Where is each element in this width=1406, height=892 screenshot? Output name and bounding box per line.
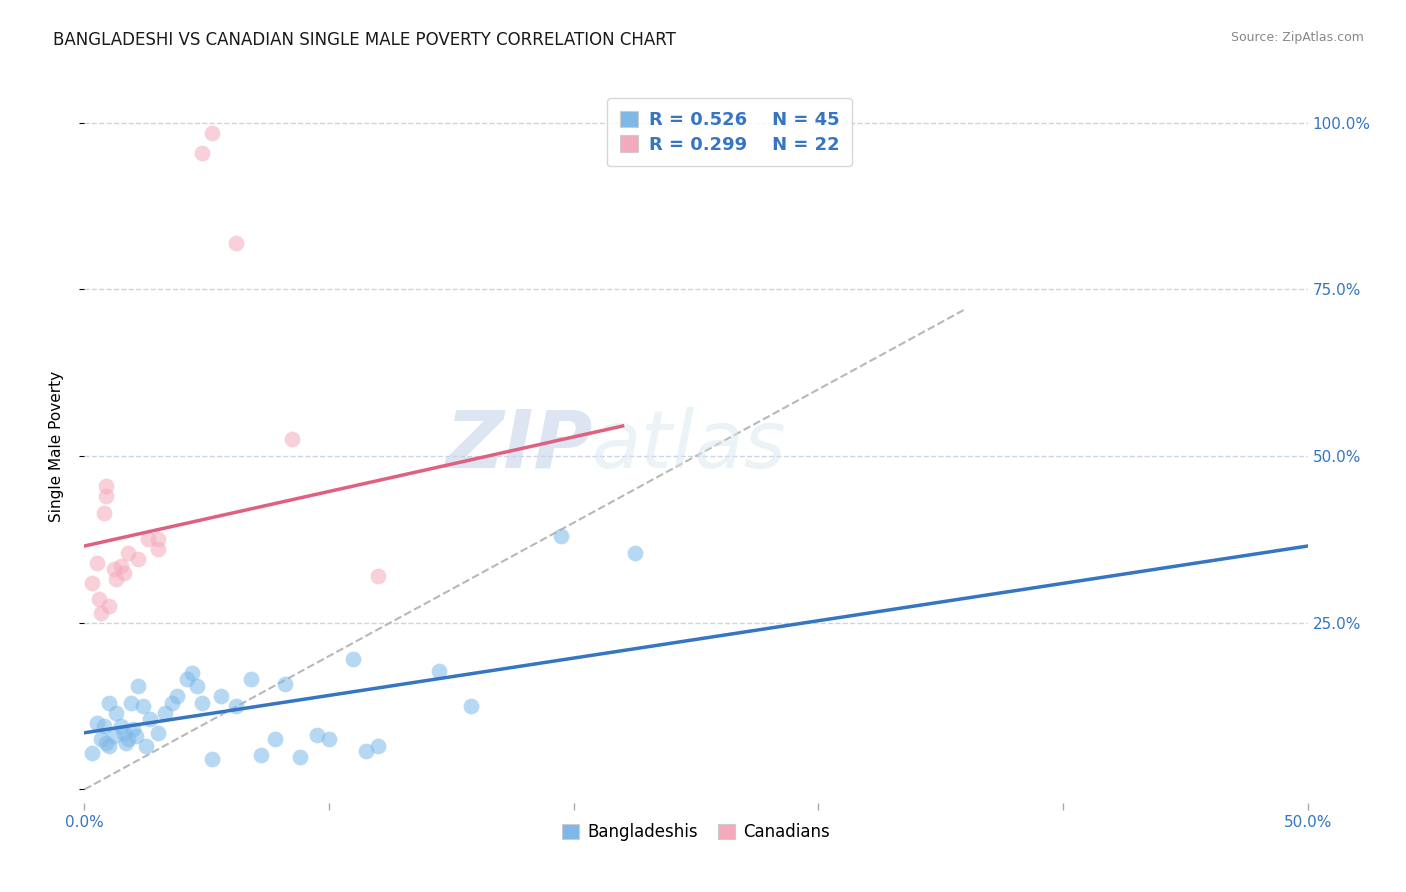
Point — [117, 546, 139, 560]
Point — [191, 696, 214, 710]
Point — [239, 673, 262, 687]
Point — [342, 652, 364, 666]
Text: BANGLADESHI VS CANADIAN SINGLE MALE POVERTY CORRELATION CHART: BANGLADESHI VS CANADIAN SINGLE MALE POVE… — [53, 31, 676, 49]
Point — [90, 606, 112, 620]
Point — [281, 433, 304, 447]
Point — [97, 696, 120, 710]
Point — [550, 529, 572, 543]
Point — [97, 599, 120, 613]
Point — [288, 750, 311, 764]
Text: Source: ZipAtlas.com: Source: ZipAtlas.com — [1230, 31, 1364, 45]
Point — [96, 489, 118, 503]
Point — [225, 699, 247, 714]
Point — [103, 562, 125, 576]
Point — [86, 715, 108, 730]
Point — [136, 533, 159, 547]
Text: atlas: atlas — [592, 407, 787, 485]
Point — [181, 665, 204, 680]
Point — [274, 677, 297, 691]
Point — [153, 706, 176, 720]
Legend: Bangladeshis, Canadians: Bangladeshis, Canadians — [555, 817, 837, 848]
Point — [90, 732, 112, 747]
Point — [176, 673, 198, 687]
Point — [80, 746, 103, 760]
Point — [96, 736, 118, 750]
Point — [186, 679, 208, 693]
Point — [93, 719, 115, 733]
Point — [354, 744, 377, 758]
Point — [117, 732, 139, 747]
Y-axis label: Single Male Poverty: Single Male Poverty — [49, 370, 63, 522]
Point — [125, 729, 148, 743]
Point — [135, 739, 157, 753]
Point — [200, 126, 222, 140]
Point — [139, 713, 162, 727]
Point — [200, 752, 222, 766]
Point — [115, 736, 138, 750]
Point — [105, 573, 128, 587]
Point — [225, 235, 247, 250]
Point — [132, 699, 155, 714]
Point — [367, 569, 389, 583]
Point — [624, 546, 647, 560]
Point — [127, 679, 149, 693]
Point — [110, 559, 132, 574]
Point — [191, 145, 214, 160]
Point — [146, 533, 169, 547]
Point — [460, 699, 482, 714]
Point — [103, 729, 125, 743]
Point — [162, 696, 184, 710]
Point — [86, 556, 108, 570]
Point — [122, 723, 145, 737]
Point — [97, 739, 120, 753]
Point — [127, 552, 149, 566]
Point — [146, 542, 169, 557]
Point — [305, 728, 328, 742]
Point — [318, 732, 340, 747]
Point — [112, 566, 135, 580]
Point — [146, 725, 169, 739]
Point — [249, 747, 271, 762]
Point — [209, 689, 232, 703]
Point — [112, 725, 135, 739]
Point — [427, 664, 450, 678]
Point — [110, 719, 132, 733]
Point — [105, 706, 128, 720]
Point — [264, 732, 287, 747]
Point — [120, 696, 142, 710]
Point — [166, 689, 188, 703]
Point — [367, 739, 389, 753]
Point — [96, 479, 118, 493]
Point — [93, 506, 115, 520]
Point — [80, 575, 103, 590]
Text: ZIP: ZIP — [444, 407, 592, 485]
Point — [87, 592, 110, 607]
